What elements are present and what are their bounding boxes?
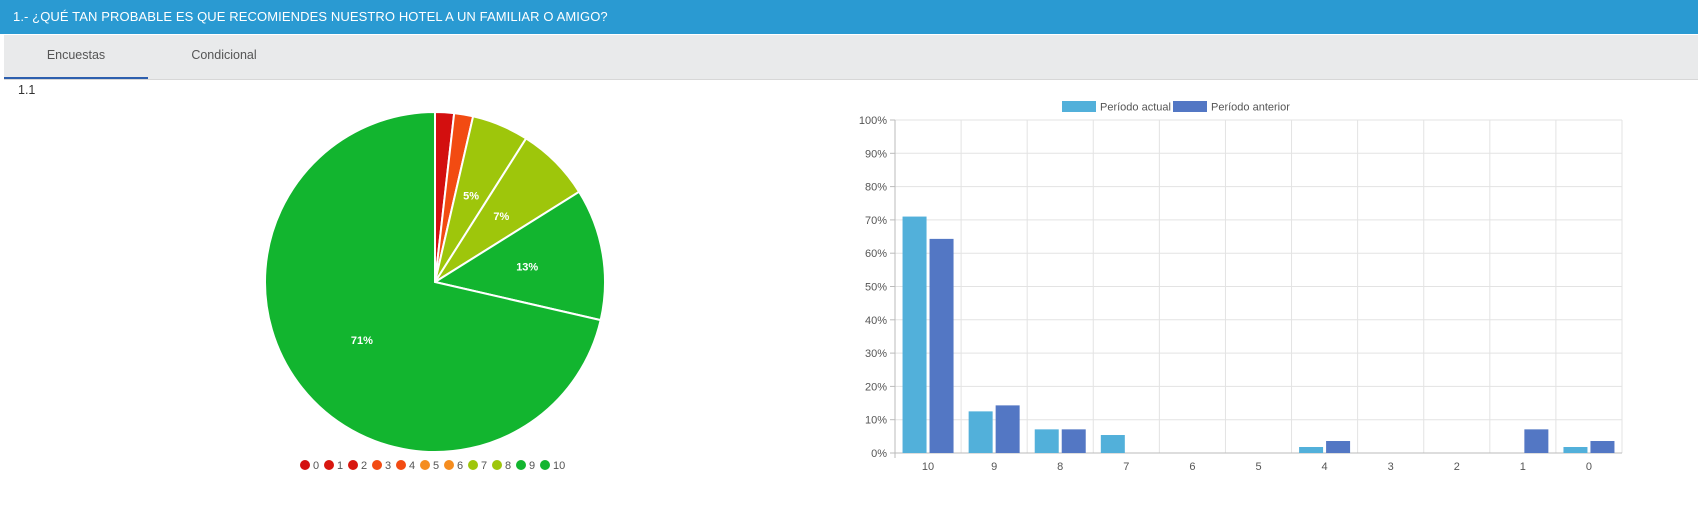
bar-x-tick-label: 9 [991, 461, 997, 473]
pie-legend-label: 6 [457, 460, 463, 472]
bar-x-tick-label: 4 [1322, 461, 1328, 473]
pie-data-label-9: 13% [516, 262, 538, 274]
pie-legend-item-10[interactable]: 10 [540, 460, 565, 472]
pie-slice-10[interactable] [264, 110, 602, 453]
tab-condicional[interactable]: Condicional [148, 35, 300, 79]
bar-legend-label: Período anterior [1211, 102, 1290, 114]
bar-actual-8[interactable] [1034, 429, 1059, 453]
pie-legend-item-7[interactable]: 7 [468, 460, 487, 472]
bar-y-tick-label: 90% [865, 148, 887, 160]
pie-legend-marker [372, 460, 382, 470]
section-label: 1.1 [18, 83, 36, 97]
bar-anterior-1[interactable] [1524, 429, 1549, 453]
pie-legend-marker [468, 460, 478, 470]
bar-anterior-8[interactable] [1061, 429, 1086, 453]
pie-legend-marker [444, 460, 454, 470]
bar-y-tick-label: 0% [871, 448, 887, 460]
bar-x-tick-label: 7 [1123, 461, 1129, 473]
tab-encuestas[interactable]: Encuestas [4, 35, 148, 79]
pie-legend-label: 9 [529, 460, 535, 472]
bar-y-tick-label: 60% [865, 248, 887, 260]
pie-legend-label: 7 [481, 460, 487, 472]
pie-legend-item-0[interactable]: 0 [300, 460, 319, 472]
bar-y-tick-label: 50% [865, 282, 887, 294]
bar-y-tick-label: 40% [865, 315, 887, 327]
pie-legend-label: 3 [385, 460, 391, 472]
pie-legend-marker [420, 460, 430, 470]
pie-legend-marker [516, 460, 526, 470]
tab-condicional-label: Condicional [191, 48, 257, 62]
pie-legend-marker [348, 460, 358, 470]
pie-legend-marker [396, 460, 406, 470]
pie-chart: 5% 7% 13% 71% 0 1 2 3 4 5 6 7 8 9 10 [264, 110, 606, 472]
bar-y-tick-label: 70% [865, 215, 887, 227]
bar-anterior-4[interactable] [1326, 441, 1351, 453]
bar-x-tick-label: 5 [1255, 461, 1261, 473]
pie-slice-9[interactable] [432, 190, 606, 322]
tab-bar: Encuestas Condicional [4, 35, 1698, 80]
pie-legend-marker [300, 460, 310, 470]
bar-legend-item-anterior[interactable]: Período anterior [1173, 101, 1290, 114]
pie-legend-label: 8 [505, 460, 511, 472]
pie-legend-item-3[interactable]: 3 [372, 460, 391, 472]
bar-anterior-10[interactable] [929, 238, 954, 453]
bar-legend-swatch [1062, 101, 1096, 112]
pie-legend-label: 5 [433, 460, 439, 472]
bar-legend-label: Período actual [1100, 102, 1171, 114]
bar-x-tick-label: 2 [1454, 461, 1460, 473]
bar-anterior-9[interactable] [995, 405, 1020, 453]
pie-legend-label: 1 [337, 460, 343, 472]
pie-legend-marker [492, 460, 502, 470]
bar-x-tick-label: 6 [1189, 461, 1195, 473]
bar-legend-item-actual[interactable]: Período actual [1062, 101, 1171, 114]
pie-legend-item-6[interactable]: 6 [444, 460, 463, 472]
pie-legend-item-1[interactable]: 1 [324, 460, 343, 472]
bar-x-tick-label: 1 [1520, 461, 1526, 473]
pie-data-label-7: 5% [463, 191, 479, 203]
bar-chart: 0%10%20%30%40%50%60%70%80%90%100%10 9 8 7 6 5… [859, 101, 1623, 473]
pie-data-label-8: 7% [493, 211, 509, 223]
pie-legend-item-8[interactable]: 8 [492, 460, 511, 472]
pie-legend-item-4[interactable]: 4 [396, 460, 415, 472]
pie-legend-marker [324, 460, 334, 470]
bar-actual-0[interactable] [1563, 447, 1588, 453]
bar-y-tick-label: 10% [865, 415, 887, 427]
bar-x-tick-label: 0 [1586, 461, 1592, 473]
bar-actual-9[interactable] [968, 411, 993, 453]
bar-y-tick-label: 30% [865, 348, 887, 360]
pie-legend-label: 10 [553, 460, 565, 472]
pie-legend-label: 4 [409, 460, 415, 472]
pie-legend-item-5[interactable]: 5 [420, 460, 439, 472]
bar-actual-7[interactable] [1100, 435, 1125, 453]
bar-x-tick-label: 8 [1057, 461, 1063, 473]
pie-legend-label: 2 [361, 460, 367, 472]
pie-legend-marker [540, 460, 550, 470]
bar-actual-10[interactable] [902, 216, 927, 453]
bar-x-tick-label: 10 [922, 461, 934, 473]
bar-y-tick-label: 20% [865, 381, 887, 393]
pie-legend-item-9[interactable]: 9 [516, 460, 535, 472]
question-header: 1.- ¿QUÉ TAN PROBABLE ES QUE RECOMIENDES… [0, 0, 1698, 34]
question-title: 1.- ¿QUÉ TAN PROBABLE ES QUE RECOMIENDES… [13, 9, 608, 24]
pie-legend-label: 0 [313, 460, 319, 472]
bar-x-tick-label: 3 [1388, 461, 1394, 473]
tab-encuestas-label: Encuestas [46, 48, 106, 62]
pie-legend-item-2[interactable]: 2 [348, 460, 367, 472]
bar-y-tick-label: 80% [865, 182, 887, 194]
bar-legend-swatch [1173, 101, 1207, 112]
bar-y-tick-label: 100% [859, 115, 887, 127]
bar-actual-4[interactable] [1299, 447, 1324, 453]
pie-data-label-10: 71% [351, 335, 373, 347]
bar-anterior-0[interactable] [1590, 441, 1615, 453]
